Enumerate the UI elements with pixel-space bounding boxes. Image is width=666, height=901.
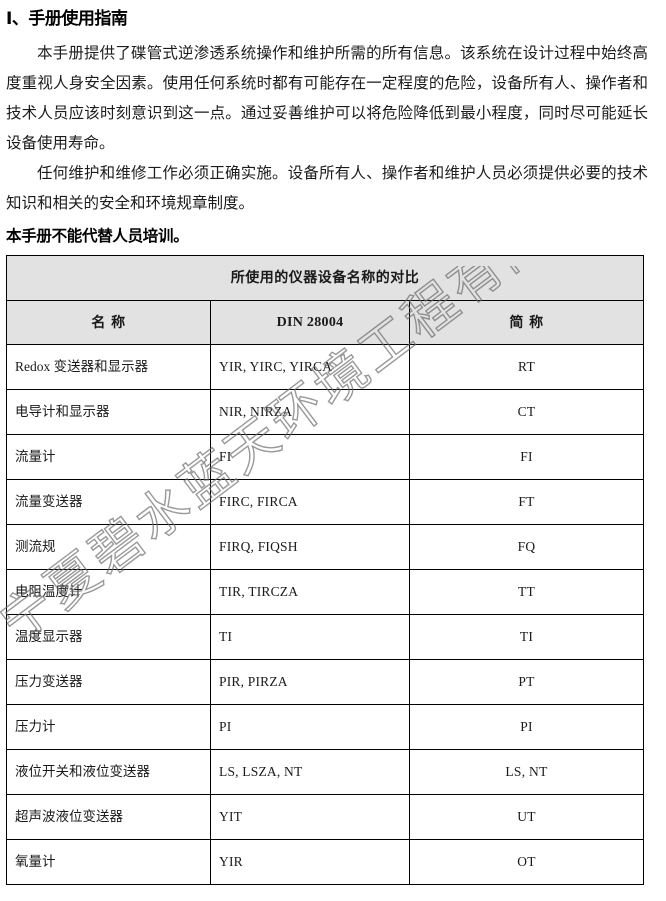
table-row: 温度显示器 TI TI xyxy=(6,614,644,660)
table-row: 流量变送器 FIRC, FIRCA FT xyxy=(6,479,644,525)
table-title: 所使用的仪器设备名称的对比 xyxy=(6,255,644,301)
cell-abbr: PI xyxy=(409,704,644,750)
cell-abbr: UT xyxy=(409,794,644,840)
cell-abbr: TT xyxy=(409,569,644,615)
cell-din: YIT xyxy=(210,794,410,840)
cell-din: YIR, YIRC, YIRCA xyxy=(210,344,410,390)
table-row: 氧量计 YIR OT xyxy=(6,839,644,885)
cell-name: 压力计 xyxy=(6,704,211,750)
table-row: 电阻温度计 TIR, TIRCZA TT xyxy=(6,569,644,615)
cell-name: 液位开关和液位变送器 xyxy=(6,749,211,795)
cell-din: FI xyxy=(210,434,410,480)
column-header-name: 名 称 xyxy=(6,300,211,345)
cell-name: 压力变送器 xyxy=(6,659,211,705)
cell-din: TI xyxy=(210,614,410,660)
cell-abbr: FQ xyxy=(409,524,644,570)
cell-name: 氧量计 xyxy=(6,839,211,885)
column-header-din: DIN 28004 xyxy=(210,300,410,345)
cell-din: FIRQ, FIQSH xyxy=(210,524,410,570)
cell-abbr: TI xyxy=(409,614,644,660)
cell-name: 电导计和显示器 xyxy=(6,389,211,435)
table-row: 超声波液位变送器 YIT UT xyxy=(6,794,644,840)
training-disclaimer: 本手册不能代替人员培训。 xyxy=(6,227,189,245)
cell-name: Redox 变送器和显示器 xyxy=(6,344,211,390)
cell-abbr: CT xyxy=(409,389,644,435)
cell-name: 温度显示器 xyxy=(6,614,211,660)
column-header-abbr: 简 称 xyxy=(409,300,644,345)
cell-name: 流量变送器 xyxy=(6,479,211,525)
instrument-comparison-table: 所使用的仪器设备名称的对比 名 称 DIN 28004 简 称 Redox 变送… xyxy=(6,255,644,885)
document-page: I、手册使用指南 本手册提供了碟管式逆渗透系统操作和维护所需的所有信息。该系统在… xyxy=(0,8,666,901)
cell-abbr: FT xyxy=(409,479,644,525)
table-header-row: 名 称 DIN 28004 简 称 xyxy=(6,300,644,345)
table-row: Redox 变送器和显示器 YIR, YIRC, YIRCA RT xyxy=(6,344,644,390)
cell-abbr: LS, NT xyxy=(409,749,644,795)
cell-name: 超声波液位变送器 xyxy=(6,794,211,840)
cell-din: YIR xyxy=(210,839,410,885)
intro-paragraph-2: 任何维护和维修工作必须正确实施。设备所有人、操作者和维护人员必须提供必要的技术知… xyxy=(6,165,648,212)
table-row: 压力计 PI PI xyxy=(6,704,644,750)
cell-din: FIRC, FIRCA xyxy=(210,479,410,525)
table-row: 液位开关和液位变送器 LS, LSZA, NT LS, NT xyxy=(6,749,644,795)
table-row: 测流规 FIRQ, FIQSH FQ xyxy=(6,524,644,570)
table-row: 压力变送器 PIR, PIRZA PT xyxy=(6,659,644,705)
cell-abbr: RT xyxy=(409,344,644,390)
cell-din: PIR, PIRZA xyxy=(210,659,410,705)
page-title: I、手册使用指南 xyxy=(6,9,128,29)
cell-din: PI xyxy=(210,704,410,750)
intro-paragraph-1: 本手册提供了碟管式逆渗透系统操作和维护所需的所有信息。该系统在设计过程中始终高度… xyxy=(6,45,648,152)
table-row: 流量计 FI FI xyxy=(6,434,644,480)
cell-din: NIR, NIRZA xyxy=(210,389,410,435)
cell-din: TIR, TIRCZA xyxy=(210,569,410,615)
table-title-row: 所使用的仪器设备名称的对比 xyxy=(6,255,644,301)
cell-name: 电阻温度计 xyxy=(6,569,211,615)
cell-name: 流量计 xyxy=(6,434,211,480)
cell-abbr: OT xyxy=(409,839,644,885)
cell-din: LS, LSZA, NT xyxy=(210,749,410,795)
cell-abbr: PT xyxy=(409,659,644,705)
cell-abbr: FI xyxy=(409,434,644,480)
table-row: 电导计和显示器 NIR, NIRZA CT xyxy=(6,389,644,435)
cell-name: 测流规 xyxy=(6,524,211,570)
